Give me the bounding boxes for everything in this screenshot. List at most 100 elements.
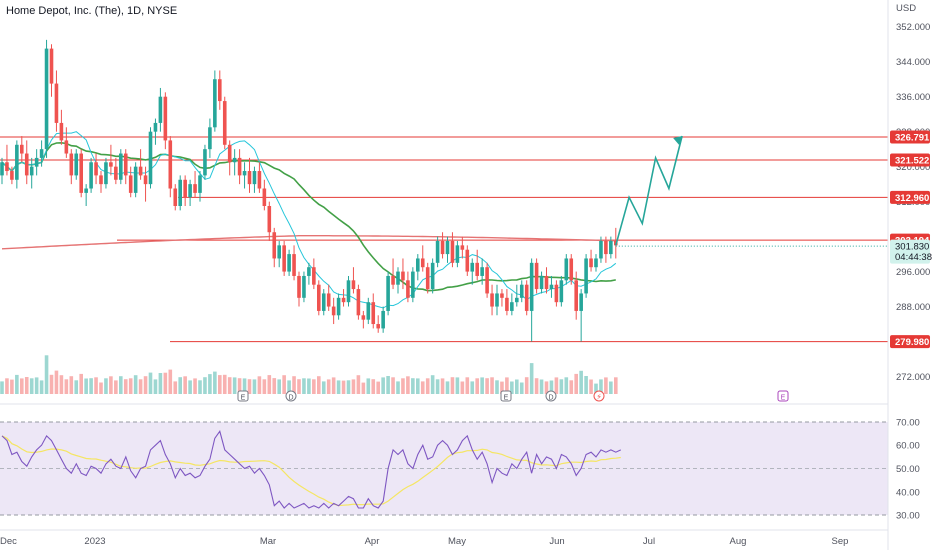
volume-bar bbox=[331, 377, 336, 394]
volume-bar bbox=[321, 381, 326, 394]
volume-bar bbox=[346, 380, 351, 394]
volume-bar bbox=[188, 380, 192, 394]
volume-bar bbox=[262, 379, 267, 394]
volume-bar bbox=[534, 378, 539, 394]
candle-body bbox=[99, 175, 103, 185]
volume-bar bbox=[153, 379, 158, 394]
candle-body bbox=[584, 258, 588, 294]
volume-bar bbox=[490, 377, 494, 394]
volume-bar bbox=[406, 376, 410, 394]
candle-body bbox=[232, 157, 237, 163]
volume-bar bbox=[143, 376, 148, 394]
candle-body bbox=[440, 240, 445, 255]
candle-body bbox=[549, 284, 554, 290]
volume-bar bbox=[99, 382, 103, 394]
candle-body bbox=[589, 258, 593, 268]
time-tick-label: Apr bbox=[365, 536, 380, 547]
volume-bar bbox=[222, 374, 227, 394]
currency-label: USD bbox=[896, 3, 916, 14]
candle-body bbox=[470, 262, 475, 272]
candle-body bbox=[564, 258, 569, 281]
volume-bar bbox=[569, 380, 574, 394]
candle-body bbox=[89, 162, 93, 189]
event-markers[interactable]: E D E D E ⚡ bbox=[237, 390, 789, 402]
volume-bar bbox=[574, 373, 578, 394]
candle-body bbox=[94, 162, 98, 176]
volume-bar bbox=[39, 380, 44, 394]
volume-bar bbox=[282, 375, 286, 394]
volume-bar bbox=[257, 376, 262, 394]
volume-bar bbox=[411, 378, 415, 394]
candle-body bbox=[554, 284, 559, 303]
price-tick-label: 344.000 bbox=[896, 57, 930, 68]
candle-body bbox=[539, 275, 544, 290]
candle-body bbox=[44, 48, 49, 150]
volume-bar bbox=[208, 374, 212, 394]
candle-body bbox=[188, 184, 192, 198]
candle-body bbox=[104, 162, 108, 185]
time-axis[interactable]: Dec 2023 Mar Apr May Jun Jul Aug Sep bbox=[0, 529, 888, 547]
projection-arrow-head bbox=[673, 136, 683, 146]
volume-bar bbox=[94, 377, 98, 394]
candle-body bbox=[544, 275, 549, 290]
volume-bar bbox=[193, 378, 197, 394]
candle-body bbox=[237, 157, 242, 176]
volume-bar bbox=[515, 379, 519, 394]
price-tick-label: 272.000 bbox=[896, 372, 930, 383]
price-axis[interactable]: USD 352.000344.000336.000328.000320.0003… bbox=[887, 0, 932, 550]
price-tick-label: 336.000 bbox=[896, 92, 930, 103]
volume-bar bbox=[594, 383, 598, 394]
volume-bar bbox=[178, 377, 182, 394]
volume-bar bbox=[425, 378, 430, 394]
volume-bar bbox=[10, 379, 14, 394]
volume-bar bbox=[554, 377, 559, 394]
volume-bar bbox=[287, 380, 291, 394]
volume-bar bbox=[307, 378, 311, 394]
candle-body bbox=[386, 275, 390, 311]
volume-bar bbox=[267, 375, 272, 394]
volume-bar bbox=[475, 378, 479, 394]
price-tick-label: 352.000 bbox=[896, 22, 930, 33]
last-price-value: 301.830 bbox=[895, 242, 929, 253]
candle-body bbox=[242, 171, 247, 176]
candle-body bbox=[569, 258, 574, 281]
volume-bar bbox=[510, 381, 514, 394]
price-tick-label: 296.000 bbox=[896, 267, 930, 278]
candle-body bbox=[505, 297, 509, 311]
volume-bar bbox=[84, 378, 88, 394]
volume-bar bbox=[312, 379, 316, 394]
lightning-glyph: ⚡ bbox=[596, 393, 602, 402]
dividend-marker bbox=[285, 390, 297, 402]
candle-body bbox=[5, 162, 9, 172]
volume-bar bbox=[20, 378, 24, 394]
candle-body bbox=[39, 149, 44, 158]
lightning-icon bbox=[593, 390, 605, 402]
candle-body bbox=[133, 166, 138, 193]
chart-title: Home Depot, Inc. (The), 1D, NYSE bbox=[6, 5, 178, 17]
volume-bar bbox=[450, 377, 455, 394]
volume-bar bbox=[544, 381, 549, 394]
candle-body bbox=[460, 245, 465, 250]
volume-bar bbox=[59, 375, 64, 394]
candle-body bbox=[307, 267, 311, 276]
candle-body bbox=[321, 293, 326, 311]
candle-body bbox=[183, 179, 187, 198]
candle-body bbox=[178, 179, 182, 206]
volume-bar bbox=[119, 376, 123, 394]
volume-bar bbox=[366, 378, 371, 394]
event-marker-label: E bbox=[241, 395, 246, 402]
candle-body bbox=[272, 232, 277, 259]
volume-bar bbox=[158, 373, 163, 394]
candle-body bbox=[0, 162, 4, 176]
time-tick-label: May bbox=[448, 536, 466, 547]
candle-body bbox=[173, 188, 178, 206]
candle-body bbox=[371, 302, 376, 325]
volume-bar bbox=[203, 377, 207, 394]
volume-bar bbox=[376, 381, 380, 394]
time-tick-label: Aug bbox=[730, 536, 747, 547]
candle-body bbox=[158, 96, 163, 123]
candle-body bbox=[312, 267, 316, 285]
candle-body bbox=[346, 280, 351, 303]
dividend-marker bbox=[545, 390, 557, 402]
